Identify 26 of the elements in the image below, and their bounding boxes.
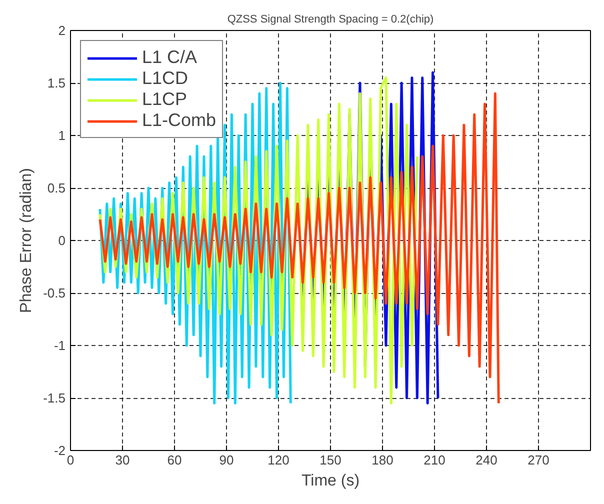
y-axis-title: Phase Error (radian) [18, 168, 36, 313]
x-tick-label: 210 [424, 452, 446, 468]
y-tick-label: 1 [58, 128, 66, 143]
x-tick-label: 240 [476, 452, 498, 468]
y-tick-label: -1 [54, 338, 66, 353]
line-series [98, 92, 500, 404]
x-tick-label: 180 [372, 452, 394, 468]
legend-label: L1 C/A [142, 47, 198, 68]
x-tick-label: 150 [320, 452, 342, 468]
y-tick-label: -0.5 [43, 286, 66, 300]
x-tick-label: 30 [115, 452, 130, 468]
legend-label: L1CP [142, 89, 188, 110]
legend-label: L1CD [142, 68, 188, 89]
y-tick-label: -2 [54, 443, 66, 458]
y-tick-label: 0.5 [47, 180, 66, 196]
y-tick-label: 2 [58, 23, 66, 38]
y-tick-label: 0 [58, 233, 66, 248]
x-tick-label: 120 [268, 452, 290, 468]
chart-title: QZSS Signal Strength Spacing = 0.2(chip) [227, 14, 434, 26]
x-tick-label: 90 [219, 452, 234, 468]
x-tick-label: 60 [167, 452, 182, 468]
y-tick-label: 1.5 [47, 76, 66, 90]
x-axis-title: Time (s) [301, 472, 360, 490]
x-tick-label: 270 [528, 452, 550, 468]
y-tick-label: -1.5 [43, 390, 66, 406]
legend-label: L1-Comb [142, 110, 216, 131]
